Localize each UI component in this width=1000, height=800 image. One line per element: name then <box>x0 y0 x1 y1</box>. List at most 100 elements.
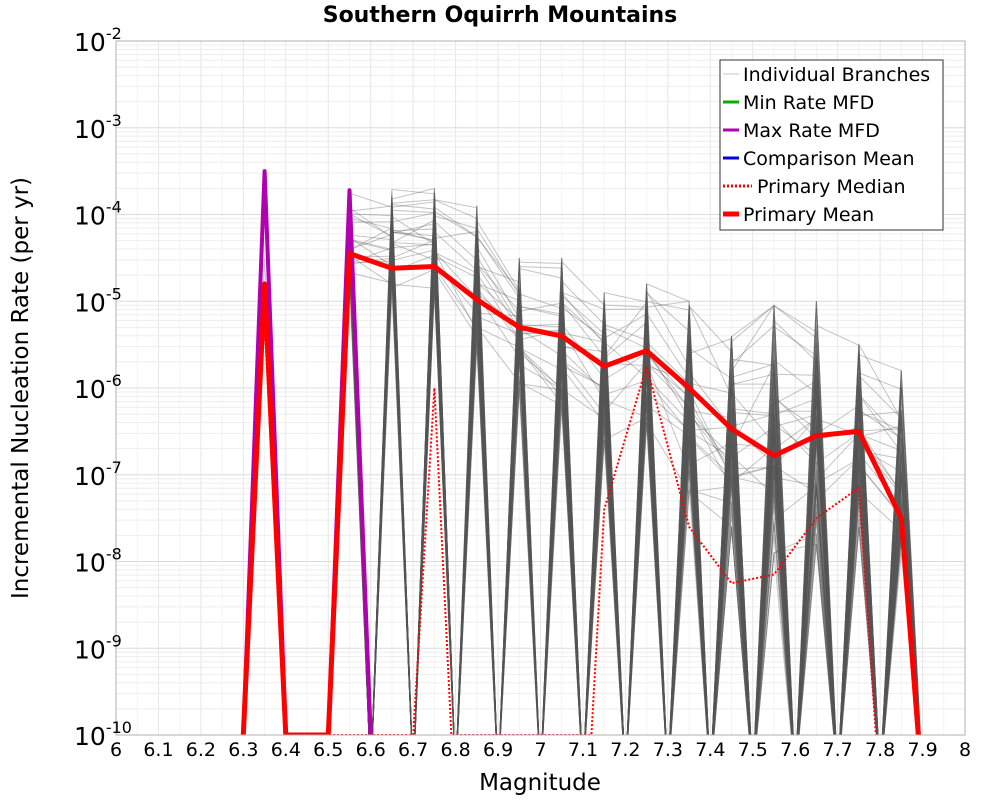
branch-line <box>327 242 902 735</box>
branch-line <box>327 239 920 735</box>
branch-line <box>327 205 921 735</box>
legend-label: Max Rate MFD <box>743 120 880 142</box>
branch-line <box>327 234 920 735</box>
branch-line <box>327 266 920 735</box>
series-primary-median <box>263 322 877 735</box>
branch-line <box>327 233 920 735</box>
branch-line <box>327 213 921 735</box>
x-tick-label: 6.6 <box>356 739 386 761</box>
x-tick-label: 6.8 <box>440 739 470 761</box>
branch-line <box>327 236 921 735</box>
y-tick-label: 10-5 <box>74 284 122 317</box>
x-axis-label: Magnitude <box>479 770 601 796</box>
branch-line <box>327 224 921 735</box>
branch-line <box>327 225 902 735</box>
branch-line <box>327 211 902 735</box>
legend-label: Primary Median <box>757 176 906 198</box>
plot-frame <box>115 40 966 736</box>
branch-line <box>327 239 920 735</box>
branch-line <box>327 241 920 735</box>
branch-line <box>327 209 921 735</box>
x-tick-label: 7.6 <box>780 739 810 761</box>
x-tick-label: 7.9 <box>907 739 937 761</box>
branch-line <box>327 205 921 735</box>
y-tick-label: 10-7 <box>74 458 122 491</box>
branch-line <box>327 275 920 735</box>
branch-line <box>327 220 921 735</box>
branch-line <box>327 227 902 735</box>
branch-line <box>327 231 920 735</box>
branch-line <box>327 208 921 735</box>
grid <box>115 41 966 736</box>
branch-line <box>327 241 902 735</box>
x-tick-label: 6.3 <box>228 739 258 761</box>
branch-line <box>327 204 921 735</box>
branch-line <box>327 251 920 735</box>
branch-line <box>327 206 902 735</box>
branch-line <box>327 220 921 735</box>
branch-line <box>327 215 921 735</box>
branch-line <box>327 231 920 735</box>
y-tick-label: 10-10 <box>74 718 132 751</box>
branch-line <box>327 221 921 735</box>
branch-line <box>327 188 902 735</box>
branch-line <box>327 227 902 735</box>
branch-line <box>327 219 921 735</box>
branch-line <box>327 260 902 735</box>
branch-line <box>327 226 921 735</box>
branch-line <box>327 187 902 735</box>
branch-line <box>327 200 921 735</box>
x-tick-label: 7.2 <box>610 739 640 761</box>
y-axis-ticks: 10-2 10-3 10-4 10-5 10-6 10-7 10-8 10-9 10-10 <box>74 24 132 751</box>
x-tick-label: 6.4 <box>271 739 301 761</box>
y-tick-label: 10-6 <box>74 371 122 404</box>
series-max-rate-mfd <box>241 169 373 735</box>
branch-line <box>327 271 902 735</box>
branch-line <box>327 251 920 735</box>
branch-line <box>327 199 902 735</box>
y-tick-label: 10-9 <box>74 631 122 664</box>
branch-line <box>327 197 921 735</box>
branch-line <box>327 213 902 735</box>
branch-line <box>327 243 920 735</box>
branch-line <box>327 193 902 735</box>
branch-line <box>327 219 921 735</box>
branch-line <box>327 192 902 735</box>
branch-line <box>327 260 920 735</box>
branch-line <box>327 220 921 735</box>
branch-line <box>327 215 921 735</box>
branch-line <box>327 272 902 735</box>
branch-line <box>327 229 920 735</box>
branch-line <box>327 240 902 735</box>
x-tick-label: 7.8 <box>865 739 895 761</box>
y-tick-label: 10-4 <box>74 198 122 231</box>
branch-line <box>327 236 920 735</box>
branch-ensemble <box>242 187 921 735</box>
x-tick-label: 6.7 <box>398 739 428 761</box>
y-tick-label: 10-2 <box>74 24 122 57</box>
branch-line <box>327 254 920 735</box>
branch-line <box>327 247 920 735</box>
y-tick-label: 10-8 <box>74 545 122 578</box>
branch-line <box>327 205 921 735</box>
x-tick-label: 7.4 <box>695 739 725 761</box>
x-tick-label: 6 <box>110 739 122 761</box>
branch-line <box>327 230 920 735</box>
series-primary-mean <box>240 251 921 735</box>
branch-line <box>327 238 921 735</box>
branch-line <box>327 227 921 735</box>
x-tick-label: 6.2 <box>186 739 216 761</box>
branch-line <box>327 225 921 735</box>
branch-line <box>327 188 921 735</box>
branch-line <box>327 210 902 735</box>
chart-title: Southern Oquirrh Mountains <box>323 3 678 28</box>
branch-line <box>327 228 920 735</box>
x-tick-label: 6.5 <box>313 739 343 761</box>
branch-line <box>327 238 920 735</box>
x-tick-label: 6.1 <box>143 739 173 761</box>
legend-label: Comparison Mean <box>743 148 915 170</box>
branch-line <box>327 207 921 735</box>
branch-line <box>327 237 920 735</box>
branch-line <box>327 243 902 735</box>
